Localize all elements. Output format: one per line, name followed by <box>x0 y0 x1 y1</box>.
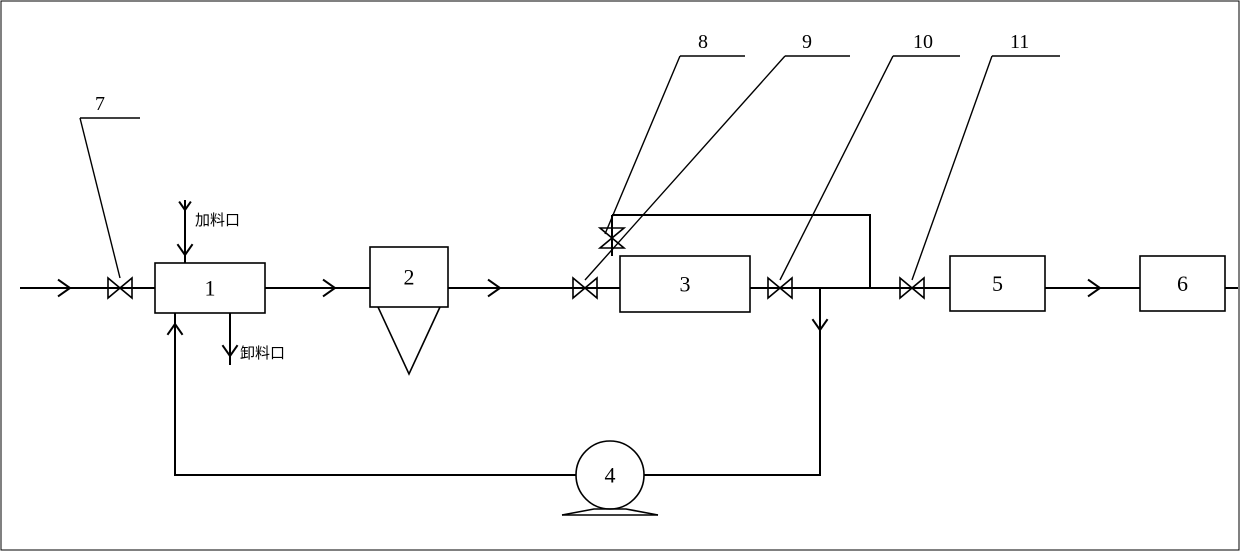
feed-label: 加料口 <box>195 212 240 229</box>
callout-number: 8 <box>698 31 708 53</box>
component-label: 4 <box>605 463 616 488</box>
hopper-outline <box>378 307 440 374</box>
callout-leader <box>912 56 992 280</box>
callout-leader <box>605 56 680 234</box>
callout-leader <box>780 56 893 280</box>
callout-number: 10 <box>913 31 933 53</box>
component-label: 2 <box>404 265 415 290</box>
callout-number: 11 <box>1010 31 1029 53</box>
callout-number: 7 <box>95 93 105 115</box>
pump-base <box>562 509 658 515</box>
diagram-stage: 1 2 3 5 6 4 加料口卸料口 7 8 9 10 11 <box>0 0 1240 551</box>
component-label: 5 <box>992 271 1003 296</box>
component-label: 6 <box>1177 271 1188 296</box>
callout-number: 9 <box>802 31 812 53</box>
callout-leader <box>80 118 120 278</box>
component-label: 3 <box>680 272 691 297</box>
return-left-up <box>175 313 576 475</box>
component-label: 1 <box>205 276 216 301</box>
bypass-header <box>612 215 870 288</box>
unload-label: 卸料口 <box>240 345 285 362</box>
callout-leader <box>585 56 785 280</box>
return-down-right <box>644 288 820 475</box>
